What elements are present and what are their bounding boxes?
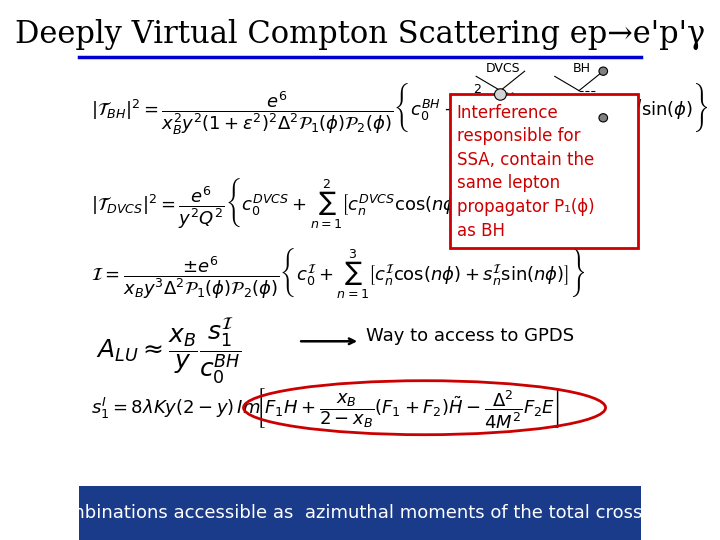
Circle shape — [495, 89, 506, 100]
Circle shape — [599, 114, 608, 122]
Text: Way to access to GPDS: Way to access to GPDS — [366, 327, 574, 345]
Text: Deeply Virtual Compton Scattering ep→e'p'γ: Deeply Virtual Compton Scattering ep→e'p… — [15, 19, 705, 50]
Text: $|\mathcal{T}_{DVCS}|^2 = \dfrac{e^6}{y^2Q^2}\left\{c_0^{DVCS} + \sum_{n=1}^{2}\: $|\mathcal{T}_{DVCS}|^2 = \dfrac{e^6}{y^… — [91, 176, 615, 231]
Text: GPD combinations accessible as  azimuthal moments of the total cross section.: GPD combinations accessible as azimuthal… — [1, 504, 719, 522]
Text: $A_{LU} \approx \dfrac{x_B}{y}\dfrac{s_1^{\mathcal{I}}}{c_0^{BH}}$: $A_{LU} \approx \dfrac{x_B}{y}\dfrac{s_1… — [96, 316, 242, 386]
Text: $s_1^I = 8\lambda Ky(2-y)\, Im\!\left[F_1 H + \dfrac{x_B}{2-x_B}\left(F_1+F_2\ri: $s_1^I = 8\lambda Ky(2-y)\, Im\!\left[F_… — [91, 386, 559, 430]
FancyBboxPatch shape — [79, 486, 641, 540]
Text: BH: BH — [572, 62, 590, 75]
Circle shape — [599, 67, 608, 75]
Text: $\mathcal{I} = \dfrac{\pm e^6}{x_By^3\Delta^2\mathcal{P}_1(\phi)\mathcal{P}_2(\p: $\mathcal{I} = \dfrac{\pm e^6}{x_By^3\De… — [91, 246, 585, 301]
Text: $|\mathcal{T}_{BH}|^2 = \dfrac{e^6}{x_B^2 y^2(1+\varepsilon^2)^2\Delta^2\mathcal: $|\mathcal{T}_{BH}|^2 = \dfrac{e^6}{x_B^… — [91, 80, 708, 137]
FancyBboxPatch shape — [450, 94, 638, 248]
Text: Interference
responsible for
SSA, contain the
same lepton
propagator P₁(ϕ)
as BH: Interference responsible for SSA, contai… — [456, 104, 594, 240]
Text: DVCS: DVCS — [486, 62, 521, 75]
